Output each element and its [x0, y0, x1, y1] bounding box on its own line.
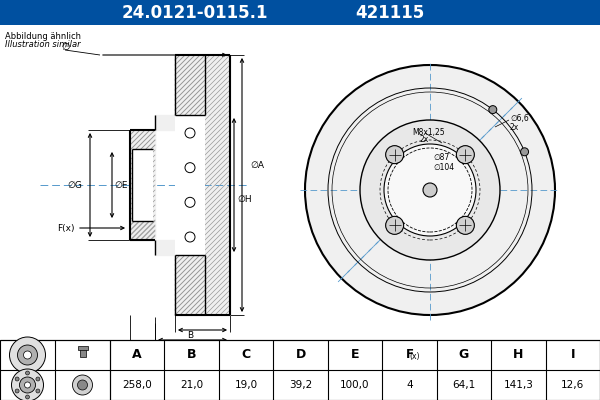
Text: 2x: 2x: [420, 136, 429, 144]
Circle shape: [11, 369, 44, 400]
Circle shape: [386, 216, 404, 234]
Circle shape: [25, 371, 29, 375]
Text: 4: 4: [406, 380, 413, 390]
Text: B: B: [187, 348, 196, 362]
Text: E: E: [351, 348, 359, 362]
Bar: [175, 115, 205, 255]
Text: I: I: [571, 348, 575, 362]
Circle shape: [25, 382, 31, 388]
Circle shape: [489, 106, 497, 114]
Circle shape: [521, 148, 529, 156]
Text: 2x: 2x: [510, 122, 519, 132]
Circle shape: [17, 345, 37, 365]
Text: Illustration similar: Illustration similar: [5, 40, 80, 49]
Circle shape: [457, 216, 475, 234]
Text: A: A: [133, 348, 142, 362]
Text: 12,6: 12,6: [561, 380, 584, 390]
Circle shape: [185, 128, 195, 138]
Polygon shape: [205, 115, 230, 255]
Text: G: G: [459, 348, 469, 362]
Polygon shape: [175, 55, 230, 115]
Text: ∅104: ∅104: [433, 164, 454, 172]
Text: H: H: [513, 348, 524, 362]
Bar: [125, 50, 255, 320]
Polygon shape: [130, 130, 155, 240]
Text: ∅E: ∅E: [114, 180, 128, 190]
Circle shape: [386, 146, 404, 164]
Polygon shape: [130, 130, 155, 149]
Text: F: F: [406, 348, 413, 362]
Circle shape: [305, 65, 555, 315]
Circle shape: [185, 197, 195, 207]
Text: 19,0: 19,0: [235, 380, 257, 390]
Circle shape: [423, 183, 437, 197]
Polygon shape: [175, 255, 230, 315]
Circle shape: [457, 146, 475, 164]
Circle shape: [73, 375, 92, 395]
Text: ∅6,6: ∅6,6: [510, 114, 529, 122]
Circle shape: [185, 232, 195, 242]
Text: C: C: [242, 348, 251, 362]
Text: 141,3: 141,3: [503, 380, 533, 390]
Text: B: B: [187, 332, 194, 340]
Text: ∅87: ∅87: [433, 154, 449, 162]
Text: ∅A: ∅A: [250, 160, 264, 170]
Circle shape: [15, 389, 19, 393]
Text: D: D: [295, 348, 305, 362]
Circle shape: [77, 380, 88, 390]
Text: ∅: ∅: [61, 42, 69, 52]
Text: 64,1: 64,1: [452, 380, 476, 390]
Text: 258,0: 258,0: [122, 380, 152, 390]
Text: M8x1,25: M8x1,25: [412, 128, 445, 136]
Text: (x): (x): [409, 352, 419, 362]
Polygon shape: [175, 55, 205, 115]
Circle shape: [185, 163, 195, 173]
Text: Abbildung ähnlich: Abbildung ähnlich: [5, 32, 81, 41]
Circle shape: [15, 377, 19, 381]
Text: 24.0121-0115.1: 24.0121-0115.1: [122, 4, 268, 22]
Circle shape: [19, 377, 35, 393]
Text: 39,2: 39,2: [289, 380, 312, 390]
Bar: [0, 0, 600, 25]
Text: C (MTH): C (MTH): [179, 342, 215, 350]
Polygon shape: [175, 255, 205, 315]
Circle shape: [36, 389, 40, 393]
Bar: [77, 346, 88, 350]
Circle shape: [10, 337, 46, 373]
Bar: [0, 0, 600, 340]
Bar: [132, 149, 153, 221]
Text: 100,0: 100,0: [340, 380, 370, 390]
Bar: [0, 340, 600, 400]
Text: F(x): F(x): [58, 224, 75, 232]
Circle shape: [36, 377, 40, 381]
Circle shape: [25, 395, 29, 399]
Circle shape: [384, 144, 476, 236]
Text: D: D: [139, 352, 146, 360]
Bar: [79, 347, 86, 357]
Text: 421115: 421115: [355, 4, 425, 22]
Text: 21,0: 21,0: [180, 380, 203, 390]
Polygon shape: [130, 221, 155, 240]
Circle shape: [360, 120, 500, 260]
Text: ∅G: ∅G: [67, 180, 82, 190]
Polygon shape: [155, 240, 175, 255]
Polygon shape: [155, 115, 175, 130]
Text: ∅H: ∅H: [237, 196, 251, 204]
Circle shape: [23, 351, 32, 359]
